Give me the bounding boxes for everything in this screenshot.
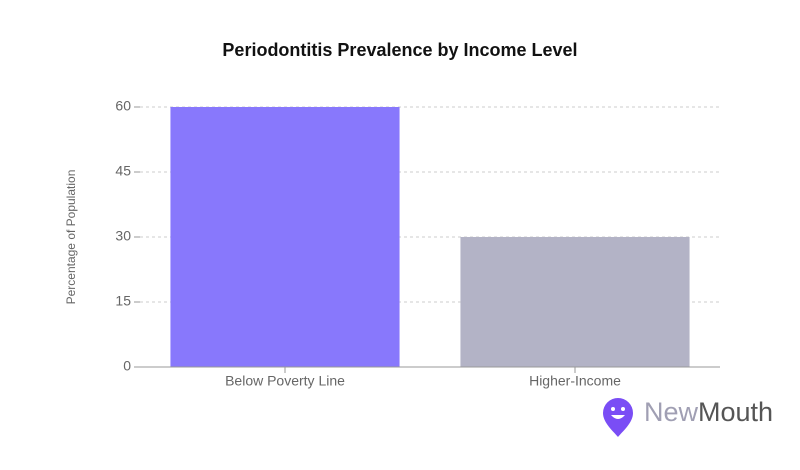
y-axis-label: Percentage of Population [64,170,78,305]
y-tick-label: 30 [115,228,131,244]
bar [460,237,690,367]
logo-first: New [644,397,699,427]
x-tick-label: Higher-Income [529,373,621,389]
logo-second: Mouth [698,397,773,427]
y-tick-label: 45 [115,163,131,179]
logo-smile [611,415,625,419]
logo-text: NewMouth [644,397,773,427]
logo-eye [621,407,625,411]
y-tick-label: 60 [115,98,131,114]
chart-title: Periodontitis Prevalence by Income Level [222,40,577,60]
y-tick-label: 15 [115,293,131,309]
logo: NewMouth [603,397,773,437]
y-tick-label: 0 [123,358,131,374]
bar [170,107,400,367]
x-tick-label: Below Poverty Line [225,373,345,389]
logo-eye [611,407,615,411]
